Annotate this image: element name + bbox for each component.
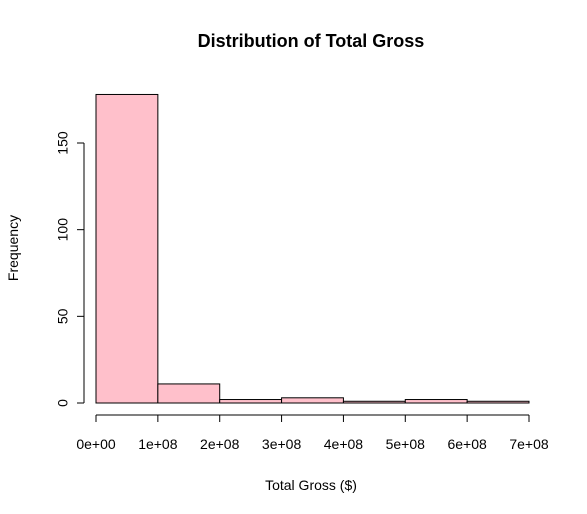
- x-tick-label-1: 1e+08: [138, 436, 178, 452]
- y-ticks: 0 50 100 150: [55, 131, 84, 407]
- x-tick-label-7: 7e+08: [509, 436, 549, 452]
- histogram-bar-5: [404, 399, 468, 404]
- histogram-bar-6: [466, 400, 530, 404]
- y-tick-label-3: 150: [55, 131, 71, 155]
- x-tick-label-2: 2e+08: [200, 436, 240, 452]
- y-tick-label-2: 100: [55, 218, 71, 242]
- chart-title: Distribution of Total Gross: [198, 31, 425, 51]
- histogram-bar-4: [342, 400, 406, 404]
- x-tick-label-0: 0e+00: [76, 436, 116, 452]
- x-tick-label-6: 6e+08: [447, 436, 487, 452]
- x-tick-label-4: 4e+08: [324, 436, 364, 452]
- x-axis-label: Total Gross ($): [265, 477, 357, 493]
- y-tick-label-1: 50: [55, 308, 71, 324]
- histogram-bar-2: [219, 399, 283, 404]
- histogram-bar-3: [281, 397, 344, 404]
- histogram-bar-1: [157, 383, 221, 404]
- y-tick-label-0: 0: [55, 399, 71, 407]
- x-tick-label-5: 5e+08: [386, 436, 426, 452]
- y-axis-label: Frequency: [5, 215, 21, 281]
- x-ticks: 0e+00 1e+08 2e+08 3e+08 4e+08 5e+08 6e+08 7e+08: [76, 415, 549, 452]
- x-axis: 0e+00 1e+08 2e+08 3e+08 4e+08 5e+08 6e+08 7e+08…: [76, 414, 549, 493]
- histogram-bar-0: [95, 93, 159, 404]
- y-axis: 0 50 100 150 Frequency: [5, 131, 85, 407]
- x-tick-label-3: 3e+08: [262, 436, 302, 452]
- bars-layer: [95, 93, 530, 404]
